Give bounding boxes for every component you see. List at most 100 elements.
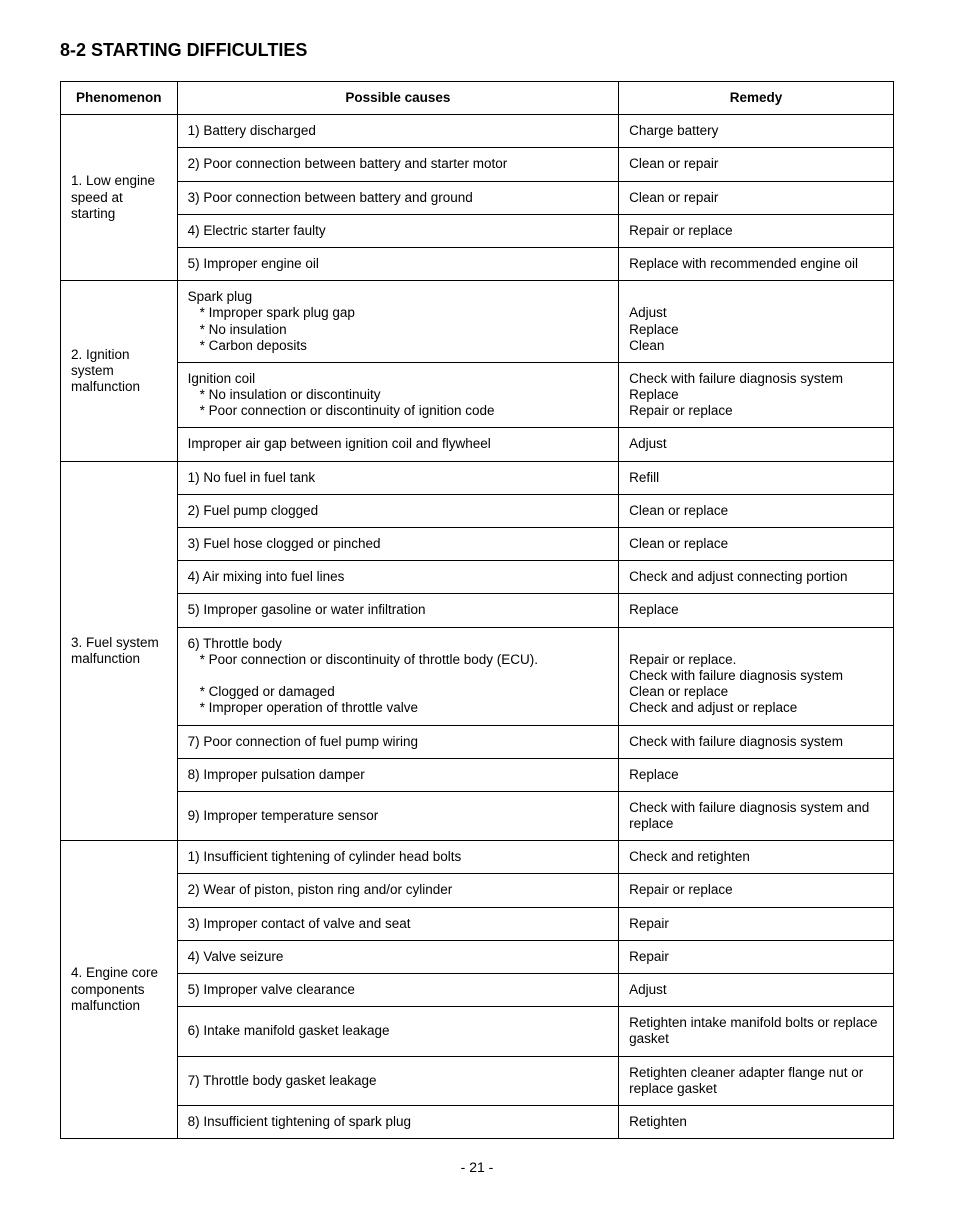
table-row: 3. Fuel system malfunction 1) No fuel in…: [61, 461, 894, 494]
remedy-sub: Adjust: [629, 305, 667, 320]
table-row: 4) Air mixing into fuel lines Check and …: [61, 561, 894, 594]
cause-cell: 4) Valve seizure: [177, 940, 619, 973]
remedy-sub: Replace: [629, 387, 679, 402]
cause-cell: 3) Fuel hose clogged or pinched: [177, 528, 619, 561]
phenomenon-cell: 1. Low engine speed at starting: [61, 115, 178, 281]
table-row: 7) Poor connection of fuel pump wiring C…: [61, 725, 894, 758]
cause-sub: * No insulation: [188, 322, 609, 338]
cause-sub: * Poor connection or discontinuity of ig…: [188, 403, 609, 419]
cause-cell: 1) No fuel in fuel tank: [177, 461, 619, 494]
remedy-cell: Clean or replace: [619, 528, 894, 561]
cause-cell: 6) Intake manifold gasket leakage: [177, 1007, 619, 1056]
remedy-sub: Repair or replace: [629, 403, 733, 418]
remedy-sub: Check with failure diagnosis system: [629, 371, 843, 386]
table-row: 6) Throttle body * Poor connection or di…: [61, 627, 894, 725]
remedy-cell: Check with failure diagnosis system: [619, 725, 894, 758]
header-causes: Possible causes: [177, 82, 619, 115]
cause-cell: 1) Insufficient tightening of cylinder h…: [177, 841, 619, 874]
remedy-cell: Retighten: [619, 1105, 894, 1138]
table-row: 5) Improper valve clearance Adjust: [61, 974, 894, 1007]
remedy-sub: Check with failure diagnosis system: [629, 668, 843, 683]
table-row: Improper air gap between ignition coil a…: [61, 428, 894, 461]
remedy-cell: Check with failure diagnosis system Repl…: [619, 362, 894, 428]
cause-sub: * Clogged or damaged: [188, 684, 609, 700]
page-number: - 21 -: [60, 1159, 894, 1175]
cause-cell: 3) Poor connection between battery and g…: [177, 181, 619, 214]
table-row: 3) Fuel hose clogged or pinched Clean or…: [61, 528, 894, 561]
cause-cell: 5) Improper valve clearance: [177, 974, 619, 1007]
cause-cell: 1) Battery discharged: [177, 115, 619, 148]
remedy-cell: Charge battery: [619, 115, 894, 148]
remedy-cell: Repair or replace: [619, 214, 894, 247]
cause-cell: 9) Improper temperature sensor: [177, 791, 619, 840]
cause-sub: * Improper operation of throttle valve: [188, 700, 609, 716]
remedy-cell: Repair or replace: [619, 874, 894, 907]
remedy-cell: Clean or repair: [619, 148, 894, 181]
remedy-sub: Replace: [629, 322, 679, 337]
remedy-sub: Clean: [629, 338, 664, 353]
table-row: 2. Ignition system malfunction Spark plu…: [61, 281, 894, 363]
remedy-cell: Retighten intake manifold bolts or repla…: [619, 1007, 894, 1056]
remedy-cell: Check with failure diagnosis system and …: [619, 791, 894, 840]
table-row: 3) Poor connection between battery and g…: [61, 181, 894, 214]
remedy-cell: Replace: [619, 758, 894, 791]
cause-main: 6) Throttle body: [188, 636, 282, 651]
cause-sub: * Poor connection or discontinuity of th…: [188, 652, 609, 668]
table-row: 4. Engine core components malfunction 1)…: [61, 841, 894, 874]
remedy-cell: Adjust: [619, 974, 894, 1007]
cause-cell: 4) Electric starter faulty: [177, 214, 619, 247]
phenomenon-cell: 2. Ignition system malfunction: [61, 281, 178, 462]
remedy-cell: Adjust: [619, 428, 894, 461]
remedy-cell: Replace with recommended engine oil: [619, 247, 894, 280]
cause-cell: Improper air gap between ignition coil a…: [177, 428, 619, 461]
cause-cell: 8) Insufficient tightening of spark plug: [177, 1105, 619, 1138]
remedy-cell: Adjust Replace Clean: [619, 281, 894, 363]
table-row: 1. Low engine speed at starting 1) Batte…: [61, 115, 894, 148]
remedy-sub: Clean or replace: [629, 684, 728, 699]
cause-cell: 2) Wear of piston, piston ring and/or cy…: [177, 874, 619, 907]
section-title: 8-2 STARTING DIFFICULTIES: [60, 40, 894, 61]
table-row: 2) Fuel pump clogged Clean or replace: [61, 494, 894, 527]
remedy-cell: Replace: [619, 594, 894, 627]
cause-main: Ignition coil: [188, 371, 256, 386]
remedy-cell: Repair: [619, 907, 894, 940]
remedy-cell: Refill: [619, 461, 894, 494]
remedy-cell: Check and adjust connecting portion: [619, 561, 894, 594]
remedy-cell: Check and retighten: [619, 841, 894, 874]
remedy-cell: Retighten cleaner adapter flange nut or …: [619, 1056, 894, 1105]
cause-cell: 7) Poor connection of fuel pump wiring: [177, 725, 619, 758]
cause-cell: 5) Improper gasoline or water infiltrati…: [177, 594, 619, 627]
table-row: 5) Improper engine oil Replace with reco…: [61, 247, 894, 280]
header-phenomenon: Phenomenon: [61, 82, 178, 115]
table-row: 8) Improper pulsation damper Replace: [61, 758, 894, 791]
cause-cell: 7) Throttle body gasket leakage: [177, 1056, 619, 1105]
table-row: 3) Improper contact of valve and seat Re…: [61, 907, 894, 940]
remedy-sub: Repair or replace.: [629, 652, 736, 667]
table-row: 6) Intake manifold gasket leakage Retigh…: [61, 1007, 894, 1056]
cause-cell: Spark plug * Improper spark plug gap * N…: [177, 281, 619, 363]
cause-cell: 5) Improper engine oil: [177, 247, 619, 280]
header-remedy: Remedy: [619, 82, 894, 115]
remedy-sub: Check and adjust or replace: [629, 700, 797, 715]
cause-cell: 3) Improper contact of valve and seat: [177, 907, 619, 940]
cause-cell: 8) Improper pulsation damper: [177, 758, 619, 791]
phenomenon-cell: 3. Fuel system malfunction: [61, 461, 178, 841]
table-row: Ignition coil * No insulation or discont…: [61, 362, 894, 428]
remedy-cell: Clean or replace: [619, 494, 894, 527]
table-row: 2) Poor connection between battery and s…: [61, 148, 894, 181]
cause-cell: 2) Fuel pump clogged: [177, 494, 619, 527]
table-row: 8) Insufficient tightening of spark plug…: [61, 1105, 894, 1138]
table-row: 5) Improper gasoline or water infiltrati…: [61, 594, 894, 627]
cause-sub: * Improper spark plug gap: [188, 305, 609, 321]
troubleshooting-table: Phenomenon Possible causes Remedy 1. Low…: [60, 81, 894, 1139]
cause-sub: * Carbon deposits: [188, 338, 609, 354]
remedy-cell: Clean or repair: [619, 181, 894, 214]
table-row: 7) Throttle body gasket leakage Retighte…: [61, 1056, 894, 1105]
table-row: 4) Electric starter faulty Repair or rep…: [61, 214, 894, 247]
remedy-cell: Repair: [619, 940, 894, 973]
remedy-cell: Repair or replace. Check with failure di…: [619, 627, 894, 725]
cause-cell: 2) Poor connection between battery and s…: [177, 148, 619, 181]
cause-main: Spark plug: [188, 289, 253, 304]
table-row: 4) Valve seizure Repair: [61, 940, 894, 973]
cause-sub: * No insulation or discontinuity: [188, 387, 609, 403]
